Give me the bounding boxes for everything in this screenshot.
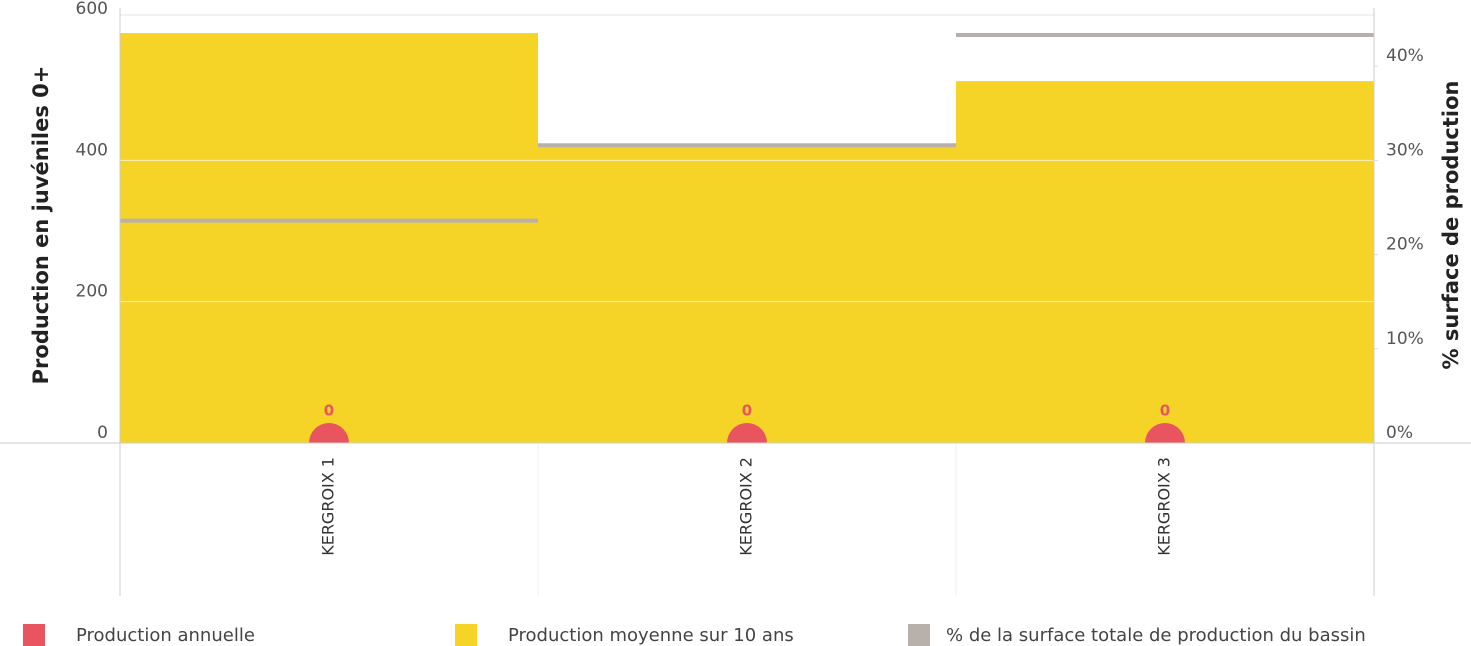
- bar: [538, 146, 956, 443]
- y2-axis-title: % surface de production: [1439, 81, 1463, 370]
- annual-marker: [309, 423, 349, 443]
- bar: [120, 33, 538, 444]
- y-axis-title: Production en juvéniles 0+: [29, 66, 53, 385]
- annual-marker: [727, 423, 767, 443]
- bar: [956, 81, 1374, 443]
- y2-tick-label: 40%: [1386, 46, 1424, 66]
- y-tick-label: 400: [76, 140, 108, 160]
- data-label: 0: [742, 402, 752, 420]
- y2-tick-label: 10%: [1386, 329, 1424, 349]
- legend-swatch: [908, 624, 930, 646]
- y-tick-label: 0: [97, 423, 108, 443]
- y-tick-label: 200: [76, 282, 108, 302]
- y2-tick-label: 0%: [1386, 423, 1413, 443]
- x-tick-label: KERGROIX 2: [737, 457, 756, 556]
- annual-marker: [1145, 423, 1185, 443]
- legend-swatch: [23, 624, 45, 646]
- data-label: 0: [1160, 402, 1170, 420]
- y2-tick-label: 30%: [1386, 140, 1424, 160]
- x-tick-label: KERGROIX 3: [1155, 457, 1174, 556]
- legend-text: Production annuelle: [76, 625, 255, 646]
- x-tick-label: KERGROIX 1: [319, 457, 338, 556]
- y-tick-label: 600: [76, 0, 108, 19]
- data-label: 0: [324, 402, 334, 420]
- legend-swatch: [455, 624, 477, 646]
- y2-tick-label: 20%: [1386, 235, 1424, 255]
- legend-text: % de la surface totale de production du …: [946, 625, 1366, 646]
- legend-text: Production moyenne sur 10 ans: [508, 625, 794, 646]
